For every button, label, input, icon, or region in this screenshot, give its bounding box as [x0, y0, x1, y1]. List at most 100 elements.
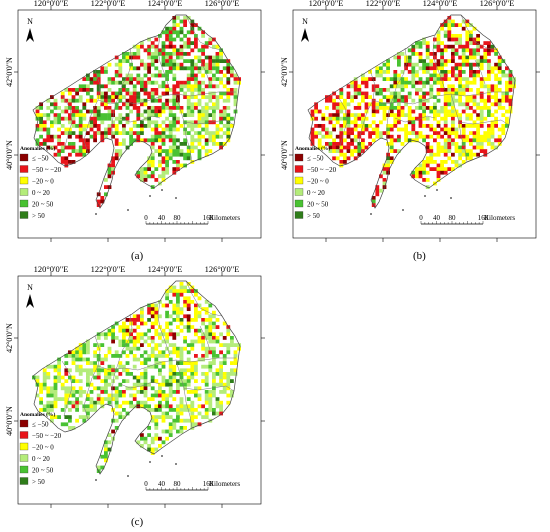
anomaly-cell	[335, 106, 340, 110]
anomaly-cell	[418, 102, 423, 107]
anomaly-cell	[129, 372, 133, 376]
anomaly-cell	[100, 343, 105, 347]
anomaly-cell	[490, 88, 495, 92]
anomaly-cell	[100, 134, 105, 139]
anomaly-cell	[186, 156, 191, 161]
anomaly-cell	[172, 124, 177, 128]
scale-bar-label: 160	[203, 214, 214, 222]
anomaly-cell	[168, 98, 173, 103]
anomaly-cell	[64, 88, 69, 92]
anomaly-cell	[39, 382, 43, 387]
anomaly-cell	[472, 52, 477, 56]
anomaly-cell	[122, 116, 126, 121]
anomaly-cell	[172, 116, 177, 121]
anomaly-cell	[461, 88, 466, 92]
anomaly-cell	[379, 106, 383, 110]
anomaly-cell	[186, 375, 191, 380]
anomaly-cell	[451, 142, 455, 146]
anomaly-cell	[122, 400, 126, 405]
anomaly-cell	[122, 59, 126, 63]
anomaly-cell	[147, 328, 151, 333]
anomaly-cell	[483, 59, 488, 63]
anomaly-cell	[114, 95, 119, 99]
anomaly-cell	[371, 199, 376, 204]
anomaly-cell	[487, 88, 491, 92]
anomaly-cell	[129, 404, 133, 409]
city-boundary	[474, 59, 486, 85]
anomaly-cell	[158, 332, 162, 337]
anomaly-cell	[125, 55, 130, 60]
anomaly-cell	[436, 163, 441, 168]
anomaly-cell	[389, 102, 394, 107]
anomaly-cell	[197, 149, 202, 153]
anomaly-cell	[104, 354, 108, 358]
anomaly-cell	[129, 131, 133, 135]
anomaly-cell	[465, 116, 470, 121]
anomaly-cell	[465, 77, 470, 81]
legend-label: > 50	[307, 212, 320, 220]
anomaly-cell	[454, 142, 459, 146]
anomaly-cell	[172, 418, 177, 423]
anomaly-cell	[393, 120, 398, 125]
anomaly-cell	[433, 95, 437, 99]
anomaly-cell	[150, 134, 155, 139]
anomaly-cell	[172, 336, 177, 340]
anomaly-cell	[161, 170, 166, 175]
anomaly-cell	[186, 44, 191, 49]
anomaly-cell	[172, 332, 177, 337]
anomaly-cell	[132, 98, 137, 103]
anomaly-cell	[161, 167, 166, 171]
anomaly-cell	[469, 52, 473, 56]
anomaly-cell	[469, 142, 473, 146]
anomaly-cell	[168, 350, 173, 355]
anomaly-cell	[111, 77, 115, 81]
anomaly-cell	[114, 354, 119, 358]
anomaly-cell	[183, 300, 187, 304]
anomaly-cell	[176, 84, 180, 89]
anomaly-cell	[465, 80, 470, 85]
anomaly-cell	[136, 55, 141, 60]
anomaly-cell	[212, 55, 216, 60]
anomaly-cell	[143, 84, 148, 89]
anomaly-cell	[118, 361, 123, 365]
anomaly-cell	[194, 422, 198, 427]
anomaly-cell	[96, 354, 101, 358]
anomaly-cell	[176, 300, 180, 304]
anomaly-cell	[443, 120, 448, 125]
anomaly-cell	[46, 393, 51, 398]
anomaly-cell	[183, 91, 187, 96]
anomaly-cell	[168, 386, 173, 391]
anomaly-cell	[375, 84, 380, 89]
anomaly-cell	[479, 113, 484, 117]
anomaly-cell	[186, 73, 191, 78]
anomaly-cell	[114, 149, 119, 153]
anomaly-cell	[107, 375, 112, 380]
anomaly-cell	[443, 98, 448, 103]
anomaly-cell	[415, 91, 419, 96]
anomaly-cell	[165, 400, 169, 405]
anomaly-cell	[165, 52, 169, 56]
anomaly-cell	[429, 124, 434, 128]
anomaly-cell	[165, 30, 169, 35]
anomaly-cell	[129, 77, 133, 81]
anomaly-cell	[458, 62, 462, 67]
anomaly-cell	[212, 393, 216, 398]
anomaly-cell	[168, 106, 173, 110]
anomaly-cell	[107, 364, 112, 369]
anomaly-cell	[161, 91, 166, 96]
anomaly-cell	[143, 404, 148, 409]
anomaly-cell	[176, 292, 180, 297]
anomaly-cell	[154, 149, 159, 153]
anomaly-cell	[140, 138, 144, 143]
anomaly-cell	[172, 343, 177, 347]
anomaly-cell	[118, 411, 123, 416]
anomaly-cell	[461, 145, 466, 150]
anomaly-cell	[454, 66, 459, 71]
anomaly-cell	[436, 59, 441, 63]
anomaly-cell	[172, 145, 177, 150]
anomaly-cell	[179, 379, 184, 383]
anomaly-cell	[75, 98, 79, 103]
anomaly-cell	[476, 124, 480, 128]
scale-bar-unit: Kilometers	[209, 214, 240, 222]
